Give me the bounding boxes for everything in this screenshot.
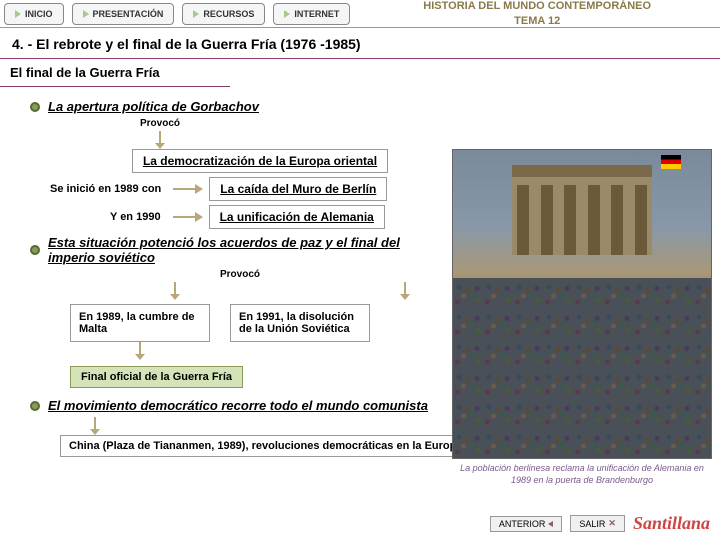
nav-label: PRESENTACIÓN [93, 9, 164, 19]
close-icon: ✕ [608, 518, 616, 529]
concept-box: En 1991, la disolución de la Unión Sovié… [230, 304, 370, 342]
flow-text: Se inició en 1989 con [50, 183, 161, 195]
header-title: HISTORIA DEL MUNDO CONTEMPORÁNEOTEMA 12 [354, 0, 720, 28]
arrow-right-icon [173, 212, 203, 222]
btn-label: ANTERIOR [499, 519, 546, 529]
bullet-item: Esta situación potenció los acuerdos de … [30, 235, 450, 265]
flow-row: Se inició en 1989 con La caída del Muro … [50, 177, 450, 201]
main-content: La apertura política de Gorbachov Provoc… [10, 99, 450, 457]
bullet-text: Esta situación potenció los acuerdos de … [48, 235, 450, 265]
nav-inicio[interactable]: INICIO [4, 3, 64, 25]
section-title: 4. - El rebrote y el final de la Guerra … [0, 28, 720, 56]
nav-recursos[interactable]: RECURSOS [182, 3, 265, 25]
play-icon [193, 10, 199, 18]
concept-box: En 1989, la cumbre de Malta [70, 304, 210, 342]
bullet-icon [30, 401, 40, 411]
crowd [453, 278, 711, 458]
footer-nav: ANTERIOR SALIR✕ Santillana [490, 513, 710, 534]
bullet-text: El movimiento democrático recorre todo e… [48, 398, 428, 413]
concept-box: La democratización de la Europa oriental [132, 149, 388, 173]
nav-label: INTERNET [294, 9, 339, 19]
nav-label: INICIO [25, 9, 53, 19]
two-column: En 1989, la cumbre de Malta En 1991, la … [70, 304, 450, 342]
concept-box: La caída del Muro de Berlín [209, 177, 387, 201]
image-panel: La población berlinesa reclama la unific… [452, 149, 712, 499]
play-icon [284, 10, 290, 18]
nav-internet[interactable]: INTERNET [273, 3, 350, 25]
divider [0, 86, 230, 87]
arrow-down-icon [90, 417, 100, 435]
bullet-item: El movimiento democrático recorre todo e… [30, 398, 450, 413]
nav-presentacion[interactable]: PRESENTACIÓN [72, 3, 175, 25]
image-caption: La población berlinesa reclama la unific… [452, 459, 712, 490]
brandenburg-photo [452, 149, 712, 459]
back-icon [548, 521, 553, 527]
play-icon [15, 10, 21, 18]
subtitle: El final de la Guerra Fría [0, 61, 170, 84]
concept-box: La unificación de Alemania [209, 205, 385, 229]
divider [0, 58, 720, 59]
arrow-down-icon [400, 282, 410, 300]
play-icon [83, 10, 89, 18]
arrow-down-icon [170, 282, 180, 300]
arrow-down-icon [155, 131, 165, 149]
top-navigation: INICIO PRESENTACIÓN RECURSOS INTERNET HI… [0, 0, 720, 28]
bullet-text: La apertura política de Gorbachov [48, 99, 259, 114]
nav-label: RECURSOS [203, 9, 254, 19]
bullet-icon [30, 245, 40, 255]
anterior-button[interactable]: ANTERIOR [490, 516, 563, 532]
bullet-item: La apertura política de Gorbachov [30, 99, 450, 114]
btn-label: SALIR [579, 519, 605, 529]
brand-logo: Santillana [633, 513, 710, 534]
bullet-icon [30, 102, 40, 112]
flow-label: Provocó [210, 269, 270, 280]
german-flag-icon [661, 155, 681, 169]
brandenburg-gate [512, 165, 652, 255]
arrow-down-icon [135, 342, 145, 360]
flow-text: Y en 1990 [110, 211, 161, 223]
salir-button[interactable]: SALIR✕ [570, 515, 625, 532]
arrow-right-icon [173, 184, 203, 194]
flow-row: Y en 1990 La unificación de Alemania [110, 205, 450, 229]
highlight-box: Final oficial de la Guerra Fría [70, 366, 243, 388]
flow-label: Provocó [130, 118, 190, 129]
